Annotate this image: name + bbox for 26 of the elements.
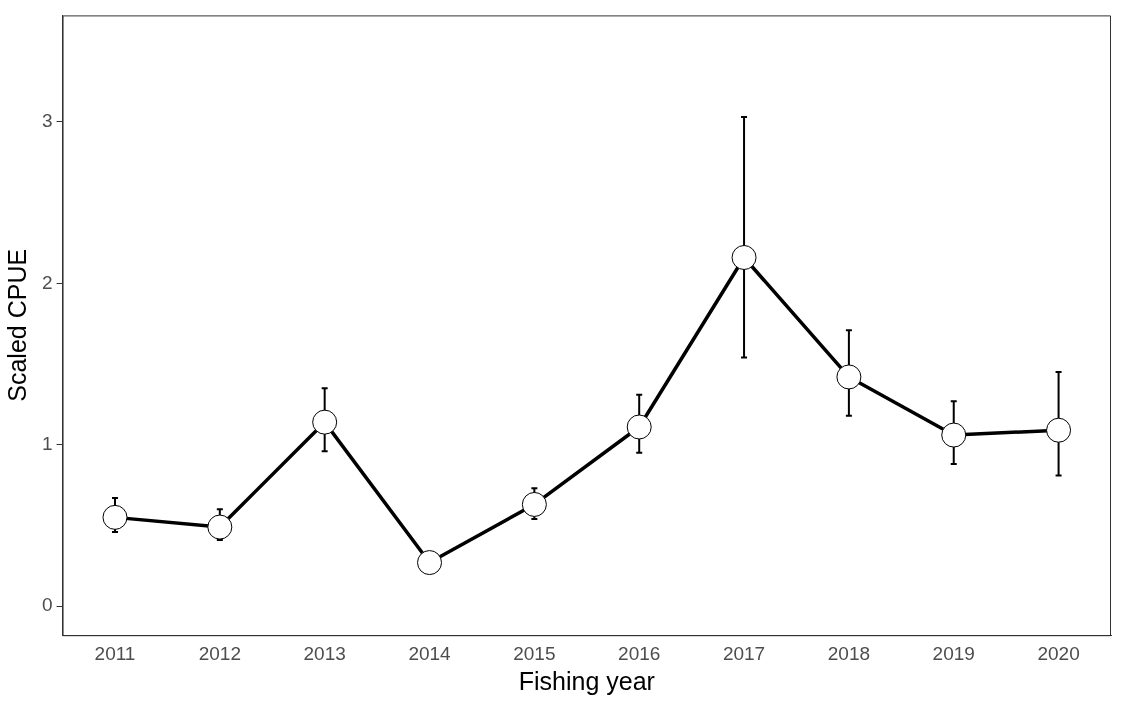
x-tick-label: 2018 [827,642,871,664]
x-tick-label: 2020 [1037,642,1080,664]
x-tick-label: 2011 [94,642,136,664]
x-tick-label: 2019 [932,642,975,664]
point [521,491,547,517]
point [1046,417,1072,443]
point [836,364,862,390]
point [312,409,338,435]
x-axis-title: Fishing year [518,666,655,695]
y-tick-label: 3 [41,110,53,132]
x-tick-label: 2017 [722,642,766,664]
point [626,414,652,440]
y-tick-label: 1 [41,432,53,454]
point [941,422,967,448]
point [102,504,128,530]
x-tick-label: 2013 [303,642,346,664]
x-tick-label: 2015 [513,642,556,664]
point [207,514,233,540]
x-tick-label: 2012 [198,642,241,664]
y-tick-label: 2 [41,271,53,293]
point [417,550,443,576]
x-tick-label: 2014 [408,642,452,664]
y-tick-label: 0 [41,594,53,616]
y-axis-title: Scaled CPUE [2,248,31,402]
point [731,245,757,271]
x-tick-label: 2016 [618,642,661,664]
